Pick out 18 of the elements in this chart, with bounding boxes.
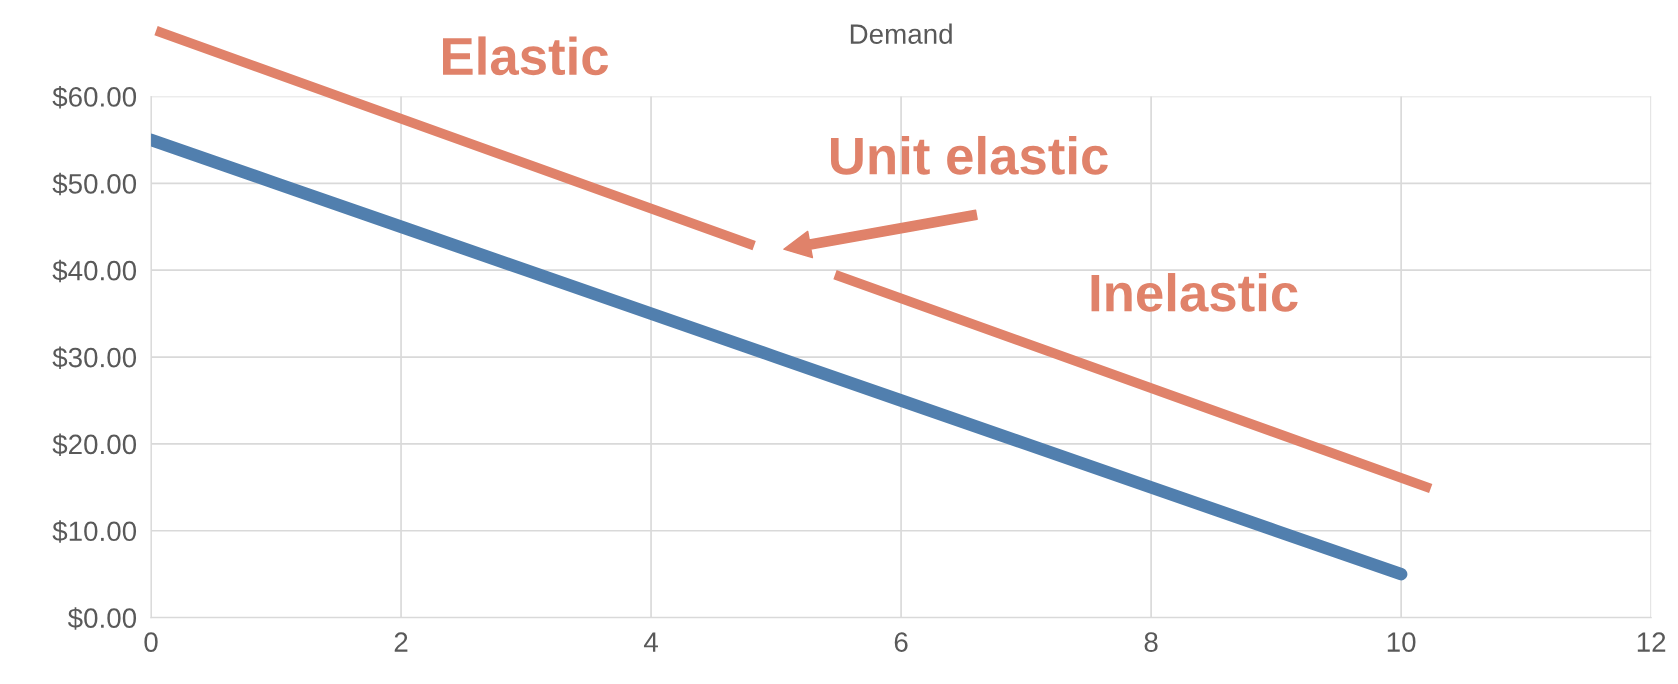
y-tick-label: $20.00	[52, 433, 137, 456]
chart-title: Demand	[850, 23, 952, 44]
annotation: Inelastic	[1091, 273, 1298, 312]
x-tick-label: 2	[394, 632, 408, 652]
x-tick-label: 4	[643, 632, 658, 652]
y-tick-label: $60.00	[52, 85, 137, 109]
x-tick-label: 6	[894, 632, 908, 652]
text: Elastic	[443, 36, 609, 76]
y-tick-label: $10.00	[52, 520, 137, 543]
x-tick-label: 8	[1144, 632, 1158, 652]
x-tick-label: 0	[144, 632, 158, 652]
annotation: Unit elastic	[830, 135, 1108, 175]
y-tick-label: $40.00	[52, 259, 137, 283]
y-tick-label: $50.00	[52, 172, 137, 196]
y-tick-label: $0.00	[67, 607, 137, 630]
x-tick-label: 10	[1387, 632, 1416, 652]
y-tick-label: $30.00	[52, 346, 137, 370]
x-tick-label: 12	[1637, 632, 1666, 652]
